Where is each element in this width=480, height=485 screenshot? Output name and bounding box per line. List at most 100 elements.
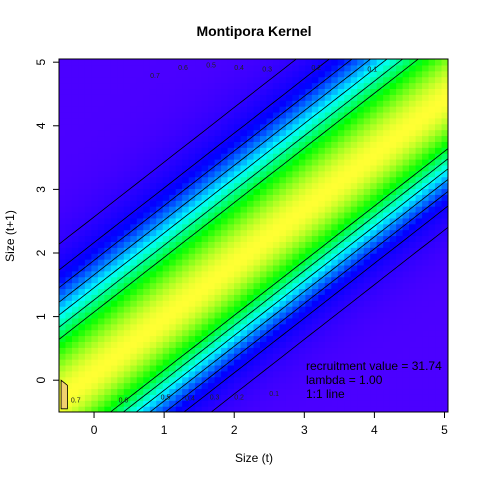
heatmap-cell — [130, 200, 138, 207]
heatmap-cell — [201, 388, 209, 395]
heatmap-cell — [247, 382, 255, 390]
heatmap-cell — [396, 311, 404, 319]
heatmap-cell — [318, 288, 326, 295]
heatmap-cell — [305, 306, 313, 313]
heatmap-cell — [78, 388, 86, 395]
heatmap-cell — [201, 141, 209, 148]
heatmap-cell — [415, 247, 423, 254]
heatmap-cell — [292, 123, 300, 131]
heatmap-cell — [123, 335, 131, 342]
heatmap-cell — [435, 82, 443, 90]
heatmap-cell — [311, 206, 319, 213]
heatmap-cell — [272, 117, 281, 125]
heatmap-cell — [370, 306, 378, 313]
heatmap-cell — [331, 64, 339, 72]
heatmap-cell — [91, 159, 99, 166]
heatmap-cell — [110, 182, 118, 190]
heatmap-cell — [136, 229, 144, 237]
heatmap-cell — [188, 300, 196, 307]
heatmap-cell — [247, 329, 255, 337]
heatmap-cell — [156, 323, 164, 331]
heatmap-cell — [247, 217, 255, 225]
heatmap-cell — [201, 288, 209, 295]
heatmap-cell — [402, 141, 410, 148]
heatmap-cell — [402, 353, 410, 360]
heatmap-cell — [169, 270, 177, 278]
heatmap-cell — [162, 235, 170, 242]
heatmap-cell — [175, 288, 183, 295]
heatmap-cell — [169, 217, 177, 225]
heatmap-cell — [415, 64, 423, 72]
heatmap-cell — [337, 111, 345, 119]
heatmap-cell — [337, 94, 345, 101]
heatmap-cell — [285, 147, 293, 154]
heatmap-cell — [195, 259, 203, 266]
heatmap-cell — [65, 94, 73, 101]
heatmap-cell — [136, 341, 144, 348]
heatmap-cell — [247, 182, 255, 190]
heatmap-cell — [221, 353, 229, 360]
heatmap-cell — [376, 76, 384, 84]
heatmap-cell — [110, 388, 118, 395]
heatmap-cell — [247, 394, 255, 401]
heatmap-cell — [350, 400, 358, 407]
heatmap-cell — [376, 247, 384, 254]
heatmap-cell — [441, 123, 448, 131]
heatmap-cell — [84, 153, 93, 160]
heatmap-cell — [422, 376, 430, 384]
heatmap-cell — [435, 117, 443, 125]
heatmap-cell — [234, 294, 242, 301]
heatmap-cell — [344, 64, 352, 72]
heatmap-cell — [285, 253, 293, 260]
heatmap-cell — [188, 117, 196, 125]
heatmap-cell — [143, 253, 151, 260]
heatmap-cell — [136, 217, 144, 225]
heatmap-cell — [389, 323, 397, 331]
heatmap-cell — [324, 135, 332, 142]
heatmap-cell — [259, 135, 268, 142]
heatmap-cell — [149, 282, 157, 290]
heatmap-cell — [298, 406, 306, 412]
heatmap-cell — [357, 170, 365, 178]
heatmap-cell — [311, 270, 319, 278]
heatmap-cell — [324, 123, 332, 131]
heatmap-cell — [143, 235, 151, 242]
heatmap-cell — [208, 341, 216, 348]
heatmap-cell — [234, 217, 242, 225]
heatmap-cell — [376, 388, 384, 395]
heatmap-cell — [156, 182, 164, 190]
heatmap-cell — [376, 259, 384, 266]
heatmap-cell — [415, 282, 423, 290]
heatmap-cell — [305, 200, 313, 207]
heatmap-cell — [234, 159, 242, 166]
heatmap-cell — [402, 117, 410, 125]
heatmap-cell — [370, 347, 378, 354]
heatmap-cell — [298, 188, 306, 195]
heatmap-cell — [428, 347, 436, 354]
heatmap-cell — [117, 88, 125, 95]
heatmap-cell — [311, 341, 319, 348]
heatmap-cell — [91, 200, 99, 207]
heatmap-cell — [318, 211, 326, 219]
heatmap-cell — [214, 276, 222, 284]
heatmap-cell — [272, 329, 281, 337]
heatmap-cell — [311, 323, 319, 331]
heatmap-cell — [110, 135, 118, 142]
heatmap-cell — [208, 229, 216, 237]
heatmap-cell — [324, 370, 332, 378]
heatmap-cell — [259, 288, 268, 295]
heatmap-cell — [136, 306, 144, 313]
heatmap-cell — [104, 264, 112, 272]
heatmap-cell — [389, 147, 397, 154]
heatmap-cell — [331, 59, 339, 66]
heatmap-cell — [259, 123, 268, 131]
heatmap-cell — [182, 400, 190, 407]
heatmap-cell — [363, 370, 371, 378]
heatmap-cell — [65, 394, 73, 401]
heatmap-cell — [311, 153, 319, 160]
heatmap-cell — [110, 82, 118, 90]
heatmap-cell — [156, 82, 164, 90]
heatmap-cell — [156, 111, 164, 119]
heatmap-cell — [97, 335, 105, 342]
heatmap-cell — [201, 370, 209, 378]
